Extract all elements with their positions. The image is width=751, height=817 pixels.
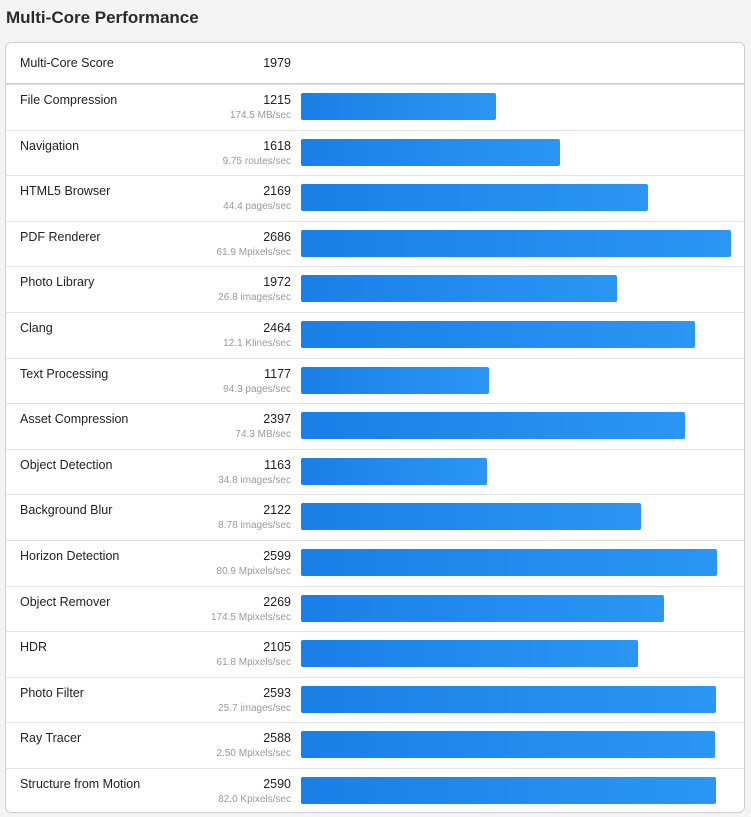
benchmark-bar bbox=[301, 594, 665, 622]
benchmark-bar bbox=[301, 731, 716, 759]
benchmark-unit: 174.5 MB/sec bbox=[229, 110, 291, 121]
benchmark-label: Navigation bbox=[20, 138, 80, 153]
benchmark-label: Horizon Detection bbox=[20, 549, 120, 563]
benchmark-bar bbox=[301, 457, 488, 485]
benchmark-unit: 44.4 pages/sec bbox=[223, 201, 291, 213]
benchmark-row: Navigation 1618 9.75 routes/sec bbox=[6, 129, 744, 176]
benchmark-unit: 8.78 images/sec bbox=[218, 520, 291, 532]
benchmark-unit: 9.75 routes/sec bbox=[222, 155, 291, 167]
benchmark-row: Asset Compression 2397 74.3 MB/sec bbox=[6, 403, 744, 449]
benchmark-row: Background Blur 2122 8.78 images/sec bbox=[6, 494, 744, 540]
benchmark-unit: 80.9 Mpixels/sec bbox=[216, 566, 291, 577]
benchmark-label: Structure from Motion bbox=[20, 777, 141, 791]
benchmark-score: 2588 bbox=[263, 731, 291, 746]
benchmark-score: 2122 bbox=[263, 503, 291, 518]
summary-label: Multi-Core Score bbox=[20, 56, 114, 70]
benchmark-row: Ray Tracer 2588 2.50 Mpixels/sec bbox=[6, 722, 744, 768]
benchmark-label: Photo Filter bbox=[20, 685, 84, 700]
benchmark-unit: 25.7 images/sec bbox=[218, 702, 291, 714]
benchmark-row: Object Detection 1163 34.8 images/sec bbox=[6, 448, 744, 495]
benchmark-bar bbox=[301, 503, 641, 531]
benchmark-score: 2590 bbox=[263, 777, 291, 791]
benchmark-bar bbox=[301, 138, 561, 166]
benchmark-unit: 12.1 Klines/sec bbox=[223, 338, 291, 349]
benchmark-unit: 26.8 images/sec bbox=[218, 292, 291, 304]
benchmark-row: Photo Library 1972 26.8 images/sec bbox=[6, 266, 744, 312]
benchmark-label: HTML5 Browser bbox=[20, 184, 111, 199]
benchmark-label: Object Remover bbox=[20, 594, 111, 609]
benchmark-row: File Compression 1215 174.5 MB/sec bbox=[6, 84, 744, 130]
benchmark-row: Text Processing 1177 94.3 pages/sec bbox=[6, 357, 744, 404]
benchmark-label: Ray Tracer bbox=[20, 731, 82, 746]
benchmark-score: 1215 bbox=[263, 93, 291, 107]
benchmark-unit: 61.9 Mpixels/sec bbox=[216, 246, 291, 258]
benchmark-row: Structure from Motion 2590 82.0 Kpixels/se… bbox=[6, 768, 744, 812]
benchmark-unit: 61.8 Mpixels/sec bbox=[216, 657, 291, 669]
benchmark-row: Clang 2464 12.1 Klines/sec bbox=[6, 312, 744, 358]
benchmark-label: HDR bbox=[20, 640, 48, 655]
benchmark-label: Photo Library bbox=[20, 275, 95, 290]
benchmark-row: Object Remover 2269 174.5 Mpixels/sec bbox=[6, 585, 744, 632]
benchmark-score: 2599 bbox=[263, 549, 291, 563]
benchmark-score: 1163 bbox=[264, 457, 291, 472]
benchmark-score: 2397 bbox=[263, 412, 291, 427]
benchmark-label: Asset Compression bbox=[20, 412, 129, 427]
benchmark-score: 2464 bbox=[263, 321, 291, 335]
benchmark-score: 1972 bbox=[263, 275, 291, 290]
benchmark-score: 2686 bbox=[263, 229, 291, 244]
benchmark-row: PDF Renderer 2686 61.9 Mpixels/sec bbox=[6, 220, 744, 267]
page-title: Multi-Core Performance bbox=[6, 8, 199, 27]
benchmark-unit: 174.5 Mpixels/sec bbox=[210, 611, 291, 623]
benchmark-unit: 34.8 images/sec bbox=[218, 474, 291, 486]
benchmark-bar bbox=[301, 549, 718, 576]
benchmark-bar bbox=[301, 321, 696, 348]
benchmark-bar bbox=[301, 777, 716, 804]
benchmark-score: 1177 bbox=[264, 366, 291, 381]
benchmark-unit: 94.3 pages/sec bbox=[223, 383, 291, 395]
benchmark-bar bbox=[301, 412, 685, 440]
benchmark-row: HTML5 Browser 2169 44.4 pages/sec bbox=[6, 175, 744, 221]
benchmark-label: Object Detection bbox=[20, 457, 113, 472]
benchmark-score: 2169 bbox=[263, 184, 291, 199]
benchmark-score: 2593 bbox=[263, 685, 291, 700]
benchmark-unit: 74.3 MB/sec bbox=[235, 429, 291, 441]
benchmark-label: Clang bbox=[20, 321, 53, 335]
benchmark-bar bbox=[301, 275, 617, 303]
benchmark-label: File Compression bbox=[20, 93, 118, 107]
benchmark-row: HDR 2105 61.8 Mpixels/sec bbox=[6, 631, 744, 677]
benchmark-bar bbox=[301, 229, 731, 257]
summary-row: Multi-Core Score 1979 bbox=[6, 43, 744, 84]
benchmark-bar bbox=[301, 685, 717, 713]
benchmark-bar bbox=[301, 640, 638, 668]
benchmark-score: 2105 bbox=[263, 640, 291, 655]
benchmark-bar bbox=[301, 366, 490, 394]
summary-score: 1979 bbox=[263, 56, 291, 70]
benchmark-score: 1618 bbox=[263, 138, 291, 153]
benchmark-unit: 2.50 Mpixels/sec bbox=[216, 748, 291, 760]
benchmark-label: Background Blur bbox=[20, 503, 113, 518]
benchmark-row: Horizon Detection 2599 80.9 Mpixels/sec bbox=[6, 540, 744, 586]
benchmark-label: Text Processing bbox=[20, 366, 109, 381]
benchmark-bar bbox=[301, 93, 496, 120]
benchmark-row: Photo Filter 2593 25.7 images/sec bbox=[6, 676, 744, 723]
benchmark-score: 2269 bbox=[263, 594, 291, 609]
benchmark-label: PDF Renderer bbox=[20, 229, 101, 244]
benchmark-bar bbox=[301, 184, 649, 212]
benchmark-unit: 82.0 Kpixels/sec bbox=[218, 794, 291, 805]
results-card: Multi-Core Score 1979 File Compression 12… bbox=[5, 42, 745, 813]
